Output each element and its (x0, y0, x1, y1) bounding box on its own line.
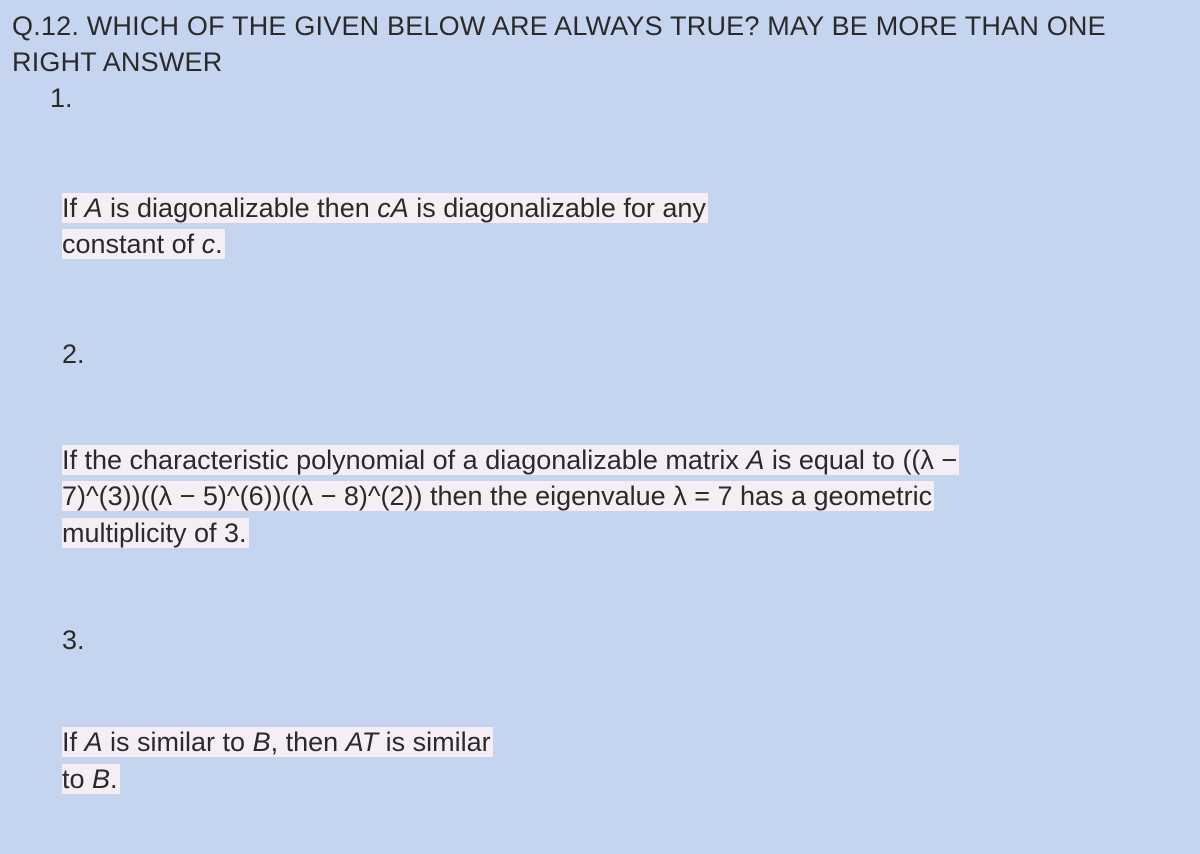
option-1-line-1: If A is diagonalizable then cA is diagon… (62, 193, 708, 223)
option-1-line-2: constant of c. (62, 229, 225, 259)
option-2-line-3: multiplicity of 3. (62, 518, 249, 548)
question-title: Q.12. WHICH OF THE GIVEN BELOW ARE ALWAY… (12, 8, 1188, 81)
option-2-line-1: If the characteristic polynomial of a di… (62, 445, 959, 475)
option-2-line-2: 7)^(3))((λ − 5)^(6))((λ − 8)^(2)) then t… (62, 481, 934, 511)
option-2-number: 2. (62, 339, 1188, 370)
option-3-line-2: to B. (62, 764, 120, 794)
option-2-body: If the characteristic polynomial of a di… (62, 442, 1188, 551)
option-3-body: If A is similar to B, then AT is similar… (62, 724, 1188, 797)
option-1-body: If A is diagonalizable then cA is diagon… (62, 190, 1188, 263)
option-3-line-1: If A is similar to B, then AT is similar (62, 727, 493, 757)
option-3-number: 3. (62, 625, 1188, 656)
option-1-number: 1. (50, 83, 1188, 114)
